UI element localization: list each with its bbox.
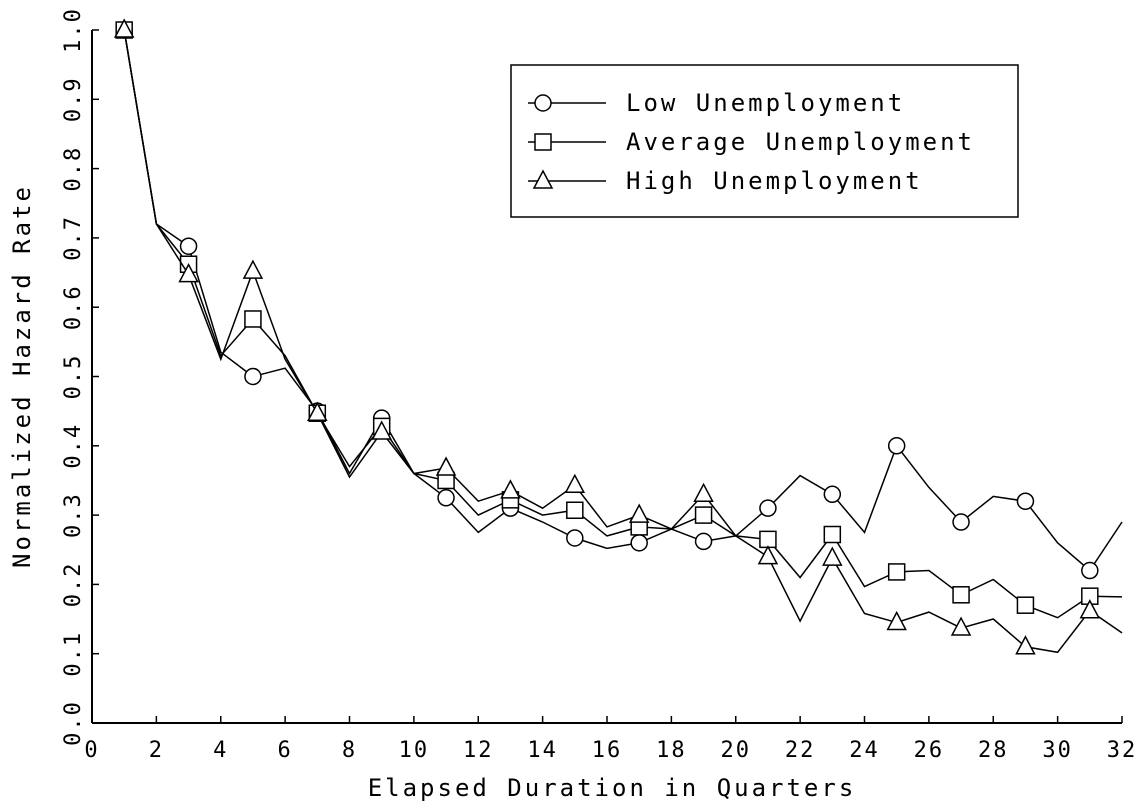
legend-circle-marker: [534, 94, 552, 112]
data-point-triangle: [435, 456, 457, 476]
data-point-circle: [630, 534, 648, 552]
x-tick-label: 14: [527, 738, 558, 763]
y-tick-label: 0.0: [61, 700, 86, 746]
data-point-circle: [887, 437, 906, 455]
y-tick-label: 0.5: [61, 354, 86, 400]
y-tick-label: 0.6: [61, 284, 86, 330]
series-line-triangle: [123, 29, 1123, 654]
legend-label-low: Low Unemployment: [626, 89, 905, 117]
y-tick-label: 0.7: [61, 215, 86, 261]
y-tick-label: 0.9: [61, 76, 86, 122]
data-point-square: [1016, 596, 1035, 614]
data-point-circle: [759, 499, 777, 517]
data-point-circle: [437, 489, 455, 507]
data-point-square: [759, 530, 777, 549]
data-point-square: [694, 506, 713, 524]
data-point-circle: [1081, 561, 1099, 580]
data-point-square: [952, 586, 970, 604]
data-point-circle: [244, 367, 262, 386]
legend-item-high: High Unemployment: [528, 167, 923, 195]
y-tick-label: 0.1: [61, 631, 86, 677]
data-point-triangle: [564, 473, 586, 494]
data-point-square: [566, 501, 584, 519]
x-tick-label: 32: [1107, 738, 1138, 763]
x-axis-title: Elapsed Duration in Quarters: [368, 774, 857, 802]
x-tick-label: 24: [849, 738, 880, 763]
x-tick-label: 22: [785, 738, 816, 763]
x-tick-label: 20: [721, 738, 752, 763]
data-point-triangle: [693, 482, 714, 503]
x-ticks: 0 2 4 6 8 10 12 14 16 18 20 22 24 26 28 30 32: [84, 716, 1138, 763]
series-layer: [113, 18, 1123, 655]
x-tick-label: 2: [149, 738, 164, 763]
x-tick-label: 30: [1042, 738, 1073, 763]
legend-square-marker: [534, 133, 552, 151]
data-point-triangle: [886, 610, 907, 631]
y-ticks: 0.0 0.1 0.2 0.3 0.4 0.5 0.6 0.7 0.8 0.9 1.0: [61, 7, 99, 746]
y-axis-title: Normalized Hazard Rate: [8, 184, 36, 568]
data-point-triangle: [1015, 635, 1036, 655]
x-tick-label: 18: [656, 738, 687, 763]
x-tick-label: 10: [399, 738, 430, 763]
data-point-square: [823, 525, 842, 544]
x-tick-label: 26: [914, 738, 945, 763]
data-point-square: [244, 310, 262, 328]
data-point-circle: [1016, 492, 1035, 510]
data-point-triangle: [757, 545, 779, 565]
y-tick-label: 0.2: [61, 562, 86, 608]
data-point-circle: [694, 532, 713, 551]
legend-item-low: Low Unemployment: [528, 89, 905, 117]
data-point-triangle: [113, 18, 135, 38]
data-point-circle: [179, 237, 198, 255]
data-point-circle: [566, 529, 584, 547]
x-tick-label: 0: [84, 738, 99, 763]
x-tick-label: 16: [592, 738, 623, 763]
legend-label-average: Average Unemployment: [626, 128, 975, 156]
x-tick-label: 12: [463, 738, 494, 763]
x-tick-label: 6: [278, 738, 293, 763]
data-point-triangle: [371, 420, 392, 440]
x-tick-label: 4: [213, 738, 228, 763]
data-point-triangle: [242, 259, 264, 279]
y-tick-label: 0.8: [61, 146, 86, 192]
legend-label-high: High Unemployment: [626, 167, 923, 195]
data-point-triangle: [822, 546, 843, 566]
legend: Low Unemployment Average Unemployment Hi…: [510, 64, 1019, 218]
y-tick-label: 0.3: [61, 492, 86, 538]
data-point-triangle: [178, 263, 199, 283]
data-point-circle: [952, 513, 970, 531]
data-point-triangle: [950, 616, 972, 636]
x-tick-label: 8: [342, 738, 357, 763]
legend-box: [510, 64, 1019, 218]
data-point-square: [887, 563, 906, 581]
y-tick-label: 1.0: [61, 7, 86, 53]
data-point-triangle: [628, 503, 650, 523]
data-point-triangle: [500, 479, 521, 499]
y-tick-label: 0.4: [61, 423, 86, 469]
legend-item-average: Average Unemployment: [528, 128, 975, 156]
data-point-triangle: [1079, 599, 1101, 619]
x-tick-label: 28: [978, 738, 1009, 763]
data-point-triangle: [307, 401, 328, 421]
data-point-circle: [823, 485, 842, 504]
legend-triangle-marker: [532, 169, 554, 189]
